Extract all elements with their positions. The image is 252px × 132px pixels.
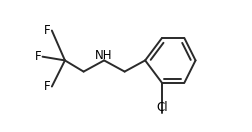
Text: Cl: Cl (155, 101, 167, 114)
Text: F: F (44, 24, 51, 37)
Text: F: F (35, 50, 41, 63)
Text: NH: NH (95, 49, 112, 62)
Text: F: F (44, 80, 51, 93)
